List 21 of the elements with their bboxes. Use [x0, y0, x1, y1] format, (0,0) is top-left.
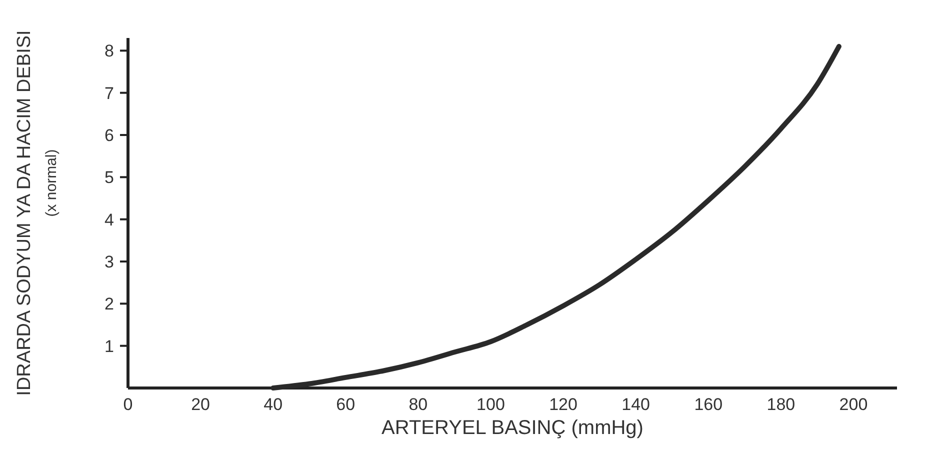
y-tick-label: 5 — [104, 168, 114, 188]
x-tick-label: 120 — [549, 395, 578, 414]
x-tick-label: 0 — [123, 395, 133, 414]
x-tick-label: 20 — [191, 395, 210, 414]
x-tick-label: 160 — [694, 395, 723, 414]
x-tick-label: 60 — [336, 395, 356, 414]
y-axis-title: IDRARDA SODYUM YA DA HACIM DEBISI (x normal) — [14, 30, 60, 396]
x-tick-label: 180 — [766, 395, 796, 414]
x-tick-label: 140 — [622, 395, 650, 414]
y-tick-label: 4 — [104, 210, 114, 230]
y-tick-label: 8 — [104, 42, 114, 61]
x-tick-label: 200 — [839, 395, 868, 414]
y-tick-label: 3 — [104, 252, 114, 272]
x-axis-title: ARTERYEL BASINÇ (mmHg) — [382, 417, 644, 439]
y-tick-label: 7 — [104, 84, 114, 103]
x-tick-label: 40 — [264, 395, 283, 414]
x-tick-label: 80 — [408, 395, 428, 414]
y-tick-label: 6 — [104, 126, 114, 145]
y-tick-label: 2 — [104, 294, 114, 314]
x-tick-label: 100 — [476, 395, 505, 414]
y-tick-label: 1 — [104, 336, 114, 356]
